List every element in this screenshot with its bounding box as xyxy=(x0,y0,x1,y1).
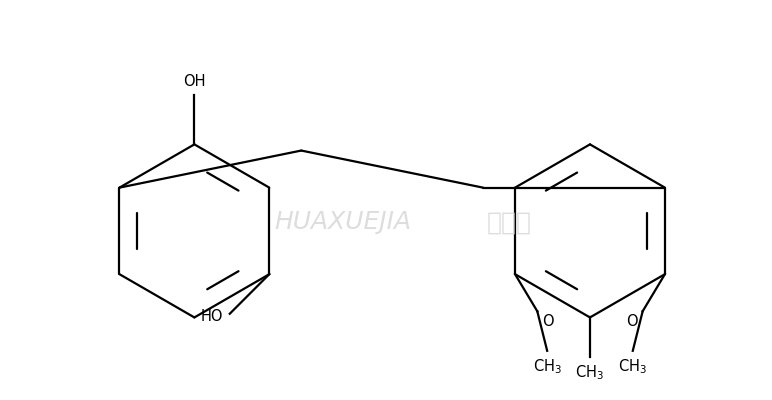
Text: O: O xyxy=(542,314,554,329)
Text: CH$_3$: CH$_3$ xyxy=(618,357,647,376)
Text: CH$_3$: CH$_3$ xyxy=(575,363,604,382)
Text: CH$_3$: CH$_3$ xyxy=(533,357,562,376)
Text: OH: OH xyxy=(183,74,205,89)
Text: HUAXUEJIA: HUAXUEJIA xyxy=(274,210,411,234)
Text: 化学加: 化学加 xyxy=(487,210,532,234)
Text: O: O xyxy=(626,314,638,329)
Text: HO: HO xyxy=(201,309,224,324)
